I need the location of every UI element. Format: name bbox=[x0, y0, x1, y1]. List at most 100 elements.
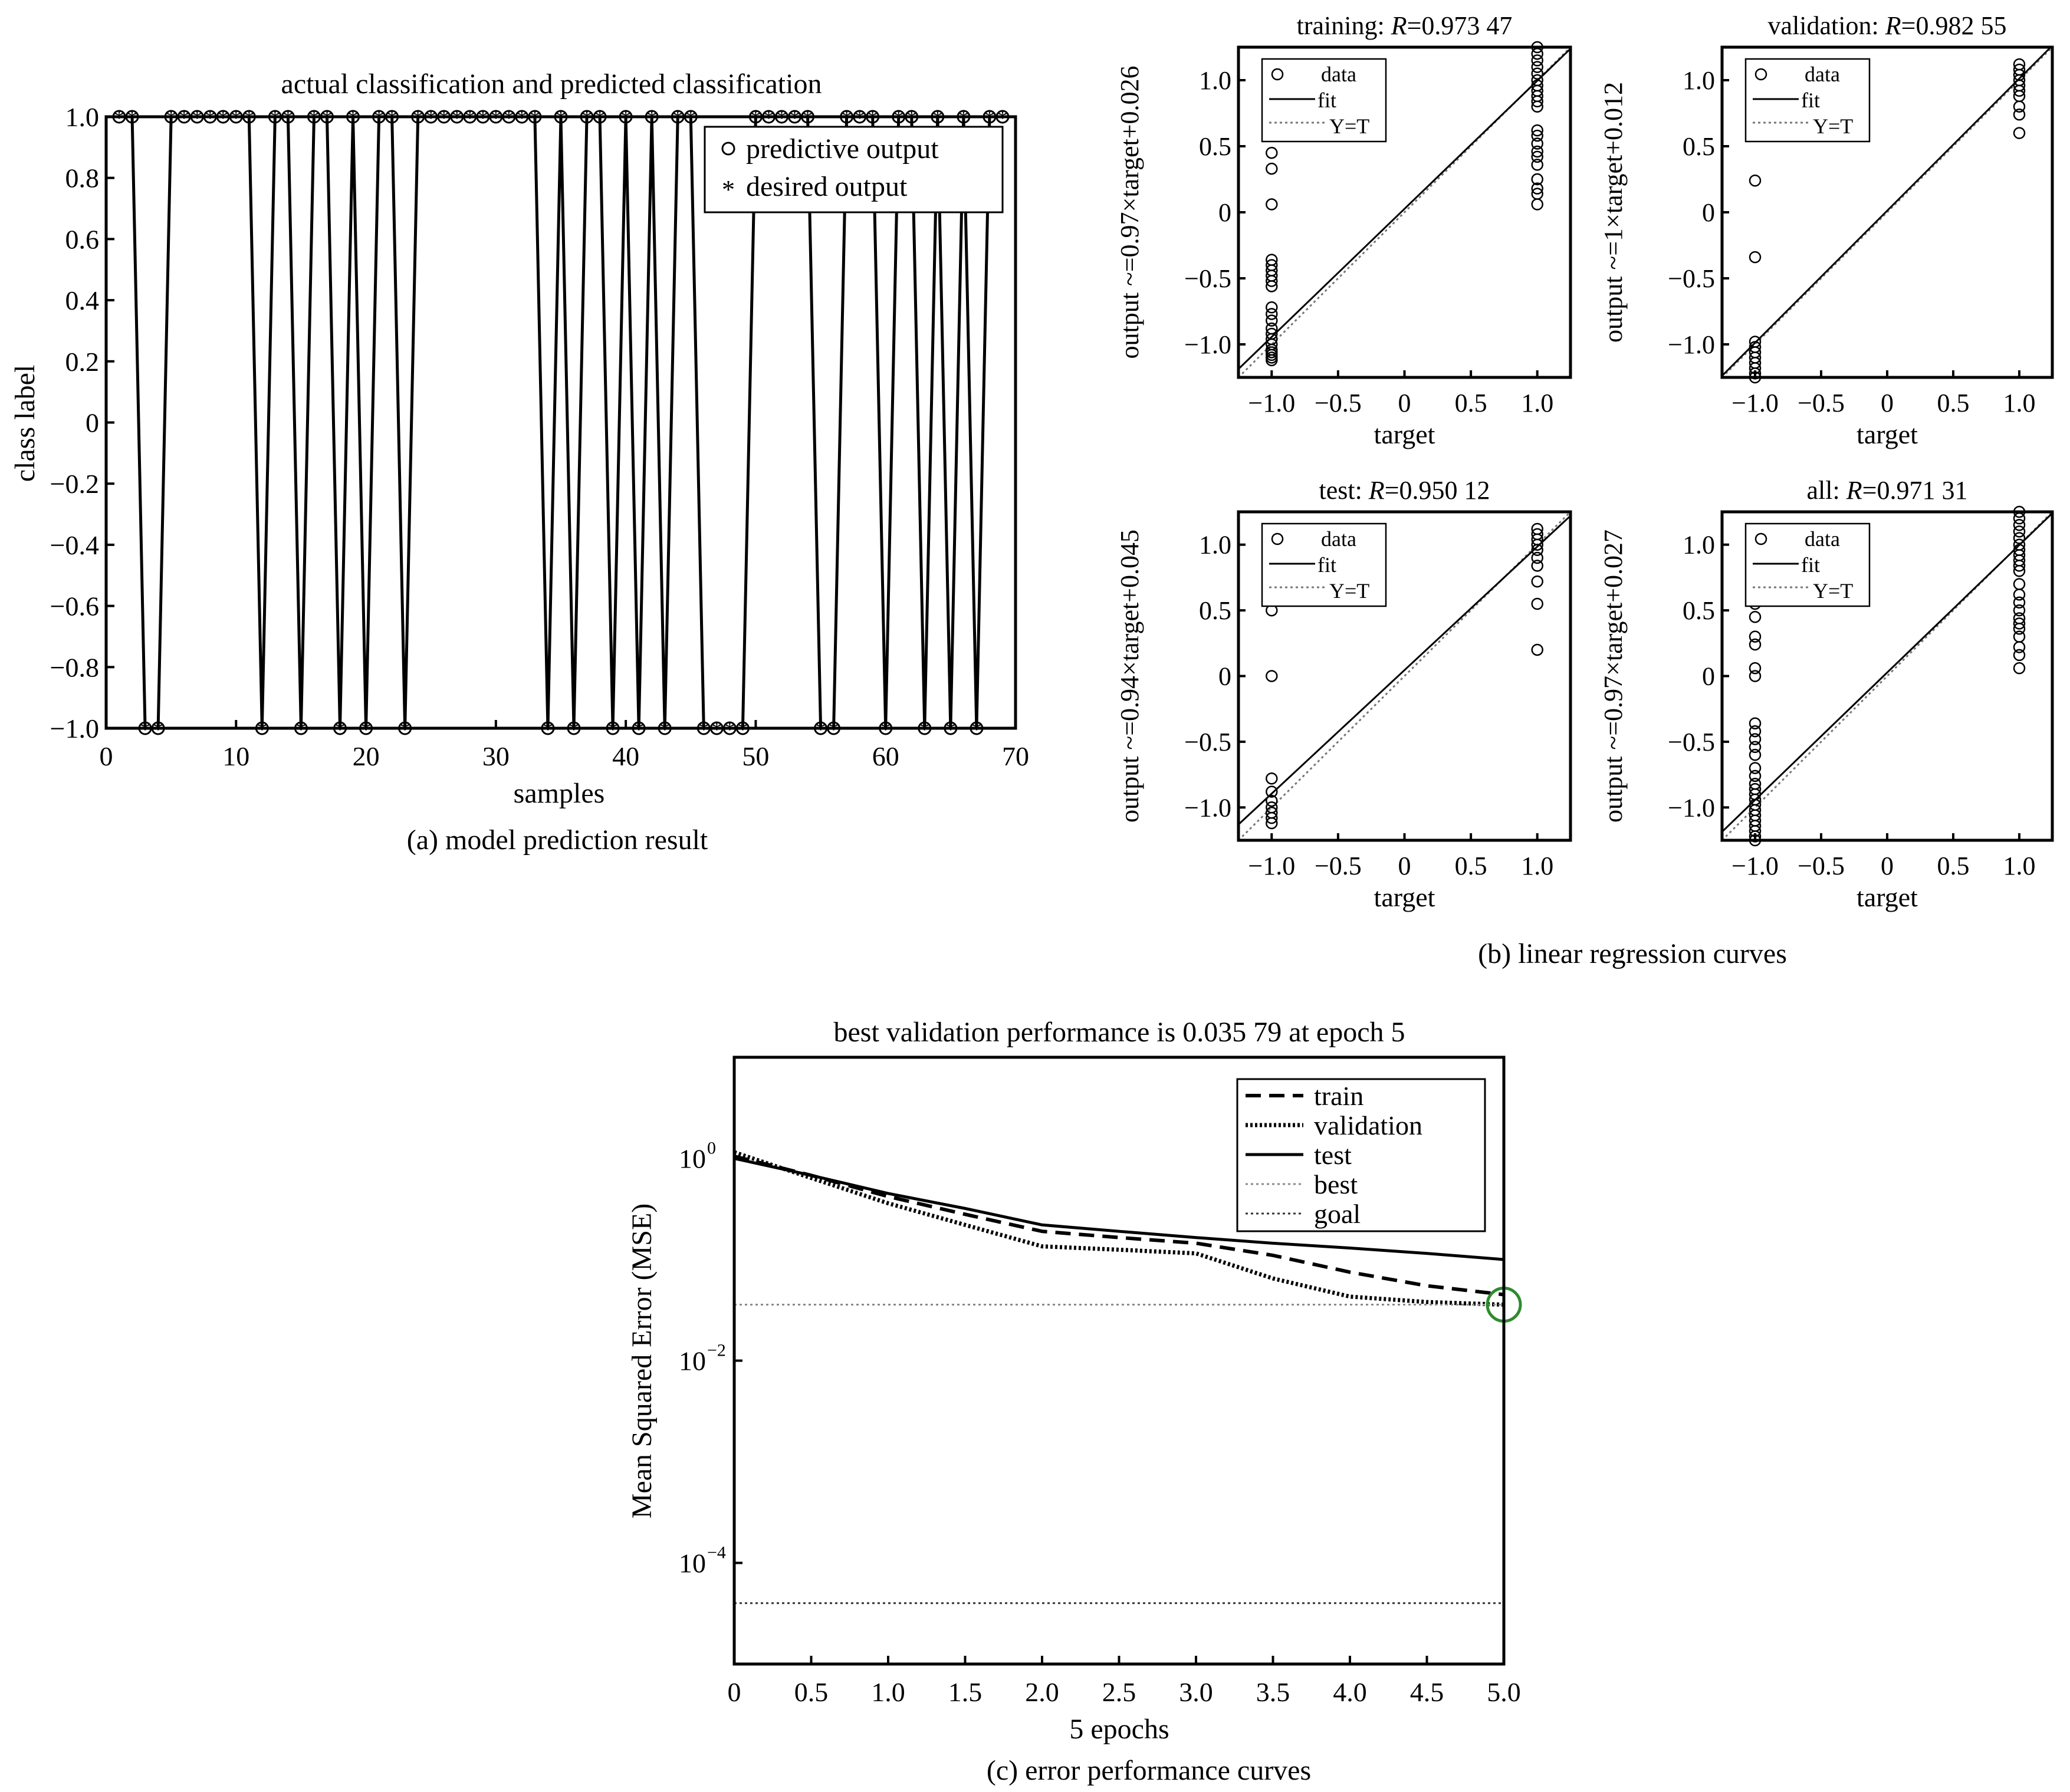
panel-title-prefix: validation: bbox=[1768, 11, 1885, 40]
chart-a-legend: predictive output * desired output bbox=[704, 126, 1004, 213]
data-point bbox=[1749, 630, 1762, 643]
data-point bbox=[1266, 198, 1278, 211]
y-tick-label-exponent: −4 bbox=[707, 1543, 726, 1563]
data-point bbox=[1531, 54, 1543, 67]
panel-xlabel: target bbox=[1857, 419, 1918, 449]
data-point bbox=[1531, 95, 1543, 108]
data-point bbox=[1266, 275, 1278, 287]
chart-a-marks: * ** ** * * * * * *** *** ***** *** * * * * * * * * ***** ***… bbox=[112, 107, 1010, 741]
x-tick-label: 1.0 bbox=[2003, 389, 2036, 417]
data-point bbox=[1266, 280, 1278, 292]
identity-line bbox=[1237, 46, 1572, 379]
y-tick-label: 0.4 bbox=[65, 285, 100, 315]
x-tick-label: 1.0 bbox=[1521, 851, 1553, 880]
x-tick-label: 70 bbox=[1002, 741, 1029, 771]
panel-title-prefix: all: bbox=[1807, 476, 1846, 505]
y-tick-label: 0 bbox=[1702, 198, 1715, 227]
x-tick-label: 0.5 bbox=[794, 1677, 829, 1707]
data-point bbox=[1266, 301, 1278, 314]
chart-a-legend-circle-marker bbox=[721, 142, 735, 156]
x-tick-label: −0.5 bbox=[1798, 851, 1845, 880]
legend-data-label: data bbox=[1805, 527, 1840, 551]
panel-title-var: R bbox=[1885, 11, 1901, 40]
panel-title-value: =0.971 31 bbox=[1862, 476, 1968, 505]
legend-identity-label: Y=T bbox=[1813, 114, 1853, 138]
data-point bbox=[2013, 100, 2026, 113]
panel-ylabel: output ~=0.97×target+0.027 bbox=[1599, 530, 1628, 823]
legend-data-marker bbox=[1271, 68, 1284, 81]
x-tick-label: 0 bbox=[1398, 851, 1411, 880]
train-line bbox=[734, 1154, 1504, 1297]
legend-data-marker bbox=[1754, 68, 1767, 81]
data-point bbox=[1531, 100, 1543, 113]
fit-line bbox=[1237, 48, 1572, 370]
y-tick-label: −1.0 bbox=[50, 713, 99, 744]
data-point bbox=[1531, 544, 1543, 556]
panel-ylabel: output ~=1×target+0.012 bbox=[1599, 82, 1628, 343]
legend-data-marker bbox=[1754, 532, 1767, 545]
regression-panel-validation: validation: R=0.982 55 −1.0 −0.5 0 0.5 1.0 1.0… bbox=[1599, 11, 2054, 449]
data-point bbox=[1266, 314, 1278, 327]
fit-line bbox=[1721, 46, 2052, 377]
y-tick-label: 0 bbox=[86, 408, 99, 438]
y-tick-label: 0.5 bbox=[1683, 132, 1715, 161]
test-line bbox=[734, 1157, 1504, 1261]
data-point bbox=[1266, 785, 1278, 798]
data-point bbox=[2013, 127, 2026, 139]
y-tick-label-exponent: −2 bbox=[707, 1341, 726, 1360]
data-point bbox=[1749, 762, 1762, 774]
x-tick-label: 2.0 bbox=[1025, 1677, 1059, 1707]
x-tick-label: 1.0 bbox=[871, 1677, 905, 1707]
y-tick-label-base: 10 bbox=[679, 1144, 706, 1174]
x-tick-label: 0 bbox=[1881, 389, 1894, 417]
data-point bbox=[1266, 146, 1278, 159]
chart-b-caption: (b) linear regression curves bbox=[1478, 938, 1787, 969]
regression-panel-test: test: R=0.950 12 −1.0 −0.5 0 0.5 1.0 1.0 0.5 0 −0… bbox=[1115, 476, 1572, 912]
panel-title: all: R=0.971 31 bbox=[1807, 476, 1968, 505]
data-point bbox=[1531, 67, 1543, 80]
legend-data-label: data bbox=[1321, 63, 1356, 86]
panel-ylabel: output ~=0.94×target+0.045 bbox=[1115, 530, 1144, 823]
y-tick-label: 0.6 bbox=[65, 224, 100, 254]
chart-c-xticks: 0 0.5 1.0 1.5 2.0 2.5 3.0 3.5 4.0 4.5 5.0 bbox=[728, 1656, 1521, 1707]
data-point bbox=[1749, 770, 1762, 782]
data-point bbox=[1531, 575, 1543, 588]
chart-regression-group: training: R=0.973 47−1.0 −0.5 0 0.5 1.01.00.… bbox=[1115, 11, 2054, 969]
chart-a-xlabel: samples bbox=[514, 778, 605, 809]
legend-identity-label: Y=T bbox=[1813, 579, 1853, 603]
x-tick-label: −1.0 bbox=[1248, 851, 1295, 880]
data-point bbox=[1531, 61, 1543, 73]
chart-a-legend-desired: desired output bbox=[746, 171, 908, 202]
x-tick-label: 1.5 bbox=[948, 1677, 983, 1707]
y-tick-label: 0.2 bbox=[65, 347, 100, 377]
x-tick-label: 0 bbox=[1398, 389, 1411, 417]
x-tick-label: 40 bbox=[612, 741, 639, 771]
panel-title: validation: R=0.982 55 bbox=[1768, 11, 2007, 40]
x-tick-label: 20 bbox=[353, 741, 380, 771]
data-point bbox=[2013, 604, 2026, 617]
data-point bbox=[1749, 610, 1762, 623]
chart-c-xlabel: 5 epochs bbox=[1069, 1714, 1169, 1745]
data-point bbox=[1531, 137, 1543, 150]
y-tick-label: −0.2 bbox=[50, 469, 99, 499]
x-tick-label: 0 bbox=[728, 1677, 741, 1707]
y-tick-label: −0.5 bbox=[1668, 728, 1715, 757]
panel-title-prefix: test: bbox=[1319, 476, 1368, 505]
chart-a-legend-box bbox=[704, 126, 1004, 213]
y-tick-label: −1.0 bbox=[1184, 330, 1231, 359]
panel-title-var: R bbox=[1368, 476, 1385, 505]
data-point bbox=[1531, 150, 1543, 163]
identity-line bbox=[1721, 46, 2053, 379]
panel-ylabel: output ~=0.97×target+0.026 bbox=[1115, 65, 1144, 359]
y-tick-label: 1.0 bbox=[65, 102, 100, 132]
data-point bbox=[1749, 717, 1762, 729]
legend-identity-label: Y=T bbox=[1329, 579, 1369, 603]
x-tick-label: 1.0 bbox=[2003, 851, 2036, 880]
data-point bbox=[1749, 741, 1762, 754]
x-tick-label: −1.0 bbox=[1248, 389, 1295, 417]
legend-validation-label: validation bbox=[1314, 1110, 1422, 1140]
data-point bbox=[1531, 538, 1543, 551]
chart-c-caption: (c) error performance curves bbox=[987, 1755, 1311, 1786]
